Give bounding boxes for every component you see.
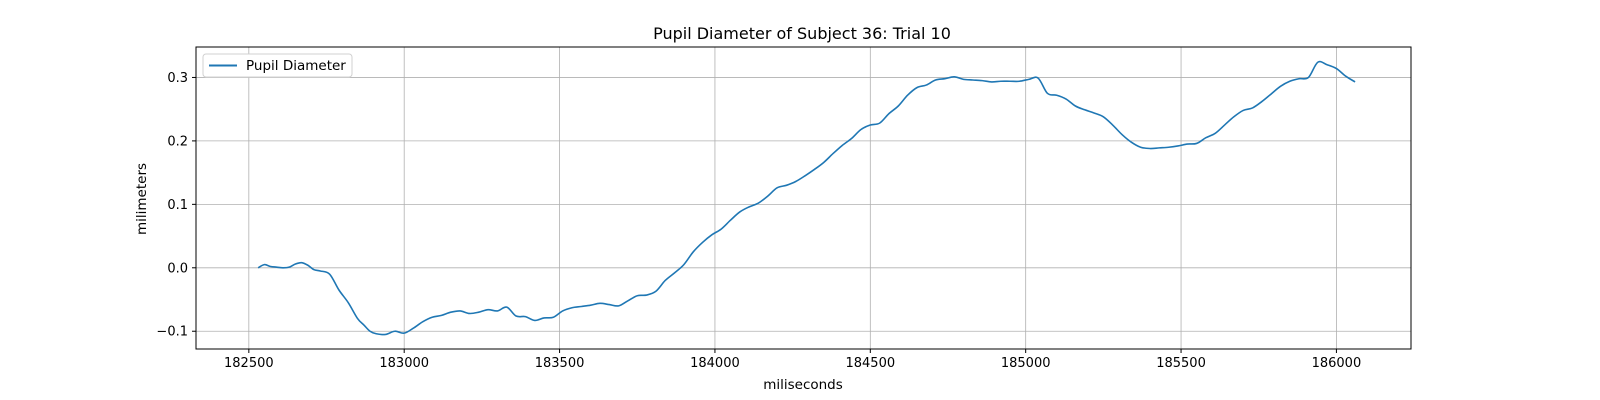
x-tick-label: 186000 — [1312, 356, 1362, 371]
x-gridlines — [248, 47, 1337, 349]
x-tick-label: 183000 — [379, 356, 429, 371]
y-tick-label: 0.1 — [167, 198, 188, 213]
y-tick-label: 0.3 — [167, 71, 188, 86]
legend-label: Pupil Diameter — [246, 58, 346, 74]
x-axis-ticks: 182500 183000 183500 184000 184500 185000 1855… — [224, 349, 1361, 371]
legend-box — [202, 53, 353, 78]
y-tick-label: 0.2 — [167, 134, 188, 149]
y-tick-label: 0.0 — [167, 261, 188, 276]
chart-title: Pupil Diameter of Subject 36: Trial 10 — [653, 24, 951, 43]
y-axis-label: milimeters — [134, 163, 150, 235]
x-tick-label: 184000 — [690, 356, 740, 371]
x-tick-label: 185500 — [1156, 356, 1206, 371]
x-tick-label: 185000 — [1001, 356, 1051, 371]
series-layer — [257, 60, 1356, 336]
y-axis-ticks: −0.1 0.0 0.1 0.2 0.3 — [156, 71, 196, 340]
plot-frame — [195, 46, 1412, 350]
legend: Pupil Diameter — [202, 53, 353, 78]
x-tick-label: 183500 — [535, 356, 585, 371]
x-axis-label: miliseconds — [763, 377, 843, 393]
y-tick-label: −0.1 — [156, 325, 188, 340]
x-tick-label: 184500 — [845, 356, 895, 371]
series-line-pupil-diameter — [257, 60, 1356, 336]
x-tick-label: 182500 — [224, 356, 274, 371]
